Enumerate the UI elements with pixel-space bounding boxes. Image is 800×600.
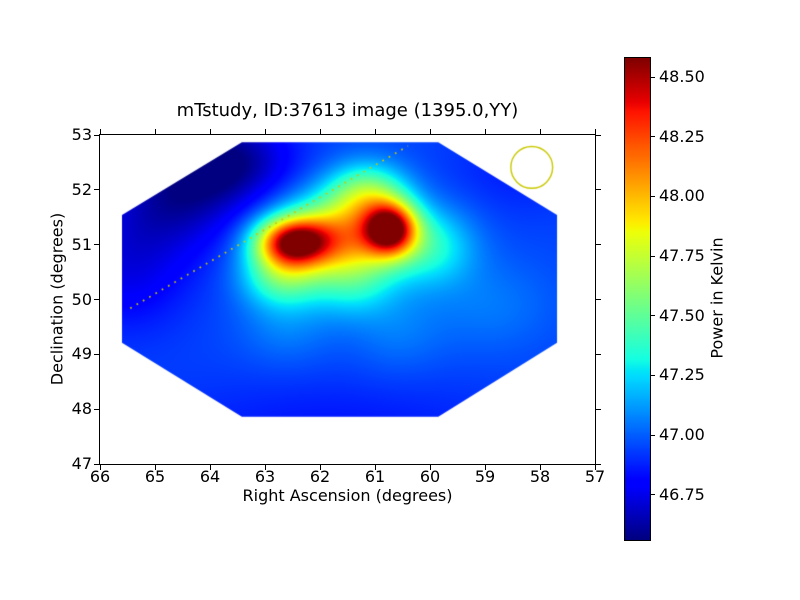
y-tick-mark [94,134,99,136]
x-tick-label: 64 [199,467,221,486]
x-tick-mark [154,465,156,470]
y-tick-label: 50 [71,289,92,309]
x-tick-mark [99,465,101,470]
y-tick-label: 52 [71,179,92,199]
x-tick-label: 61 [364,467,386,486]
x-tick-mark [484,465,486,470]
x-tick-mark-top [539,129,541,134]
y-tick-label: 49 [71,344,92,364]
x-axis-label: Right Ascension (degrees) [242,486,453,505]
colorbar-tick-label: 47.00 [659,425,705,444]
y-tick-mark [94,244,99,246]
y-tick-label: 53 [71,125,92,144]
x-tick-label: 57 [584,467,606,486]
x-tick-label: 62 [309,467,331,486]
x-tick-mark [429,465,431,470]
x-tick-label: 59 [474,467,496,486]
y-tick-mark [94,299,99,300]
y-tick-mark-right [596,353,601,355]
x-tick-mark [319,465,321,470]
colorbar-tick-label: 46.75 [659,484,705,504]
y-tick-label: 47 [71,454,92,473]
y-tick-mark-right [596,463,601,465]
colorbar-canvas [625,58,650,540]
colorbar-tick-mark [651,136,655,138]
colorbar-label: Power in Kelvin [707,237,727,359]
x-tick-label: 65 [144,467,166,486]
x-tick-mark [539,465,541,470]
heatmap-canvas [100,135,595,464]
x-tick-mark-top [154,129,156,134]
x-tick-label: 58 [529,467,551,486]
colorbar-tick-mark [651,494,655,496]
x-tick-label: 63 [254,467,276,486]
colorbar-tick-label: 47.75 [659,246,705,266]
colorbar-tick-label: 47.50 [659,305,705,325]
y-tick-mark-right [596,299,601,300]
colorbar-tick-label: 48.00 [659,186,705,206]
colorbar-tick-mark [651,315,655,317]
plot-title: mTstudy, ID:37613 image (1395.0,YY) [176,100,519,121]
x-tick-mark-top [319,129,321,134]
colorbar-tick-label: 47.25 [659,365,705,385]
y-tick-label: 51 [71,234,92,254]
x-tick-mark-top [99,129,101,134]
x-tick-mark [594,465,596,470]
y-tick-mark [94,463,99,465]
colorbar-tick-mark [651,255,655,257]
y-tick-mark-right [596,134,601,136]
x-tick-mark-top [484,129,486,134]
x-tick-mark-top [264,129,266,134]
x-tick-mark [374,465,376,470]
y-tick-mark-right [596,189,601,191]
y-tick-label: 48 [71,399,92,419]
x-tick-mark [209,465,211,470]
y-tick-mark [94,353,99,355]
colorbar-tick-mark [651,195,655,197]
colorbar-tick-label: 48.50 [659,67,705,87]
x-tick-mark-top [209,129,211,134]
y-tick-mark [94,408,99,410]
y-tick-mark [94,189,99,191]
x-tick-mark-top [594,129,596,134]
colorbar-tick-mark [651,76,655,78]
x-tick-mark [264,465,266,470]
y-tick-mark-right [596,244,601,246]
x-tick-mark-top [429,129,431,134]
colorbar-tick-mark [651,434,655,436]
x-tick-mark-top [374,129,376,134]
y-tick-mark-right [596,408,601,410]
x-tick-label: 66 [89,467,111,486]
y-axis-label: Declination (degrees) [47,212,67,386]
x-tick-label: 60 [419,467,441,486]
colorbar-tick-mark [651,374,655,376]
colorbar-tick-label: 48.25 [659,126,705,146]
